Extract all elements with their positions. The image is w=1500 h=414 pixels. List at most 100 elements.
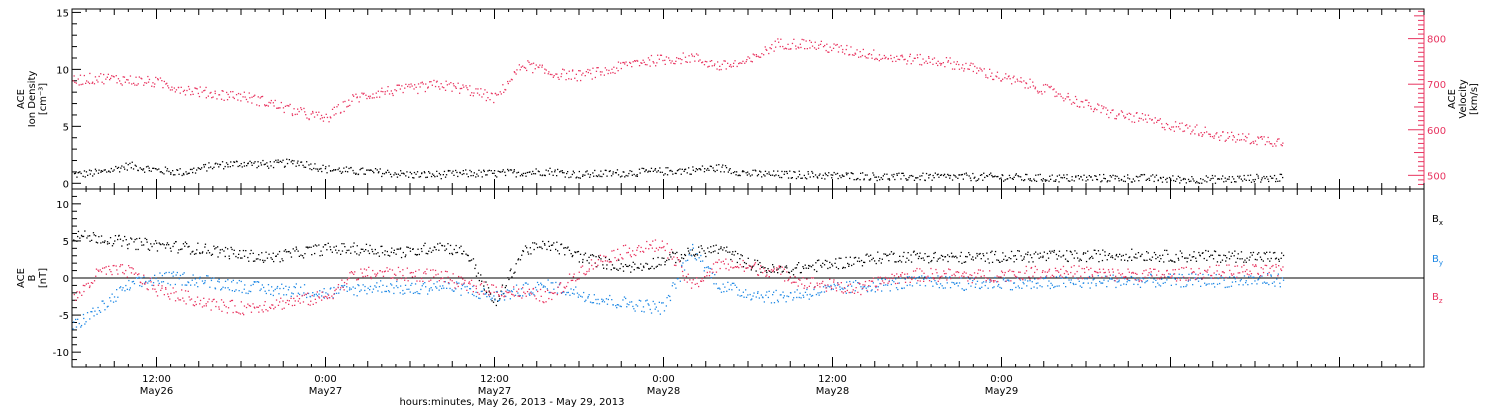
velocity-point (574, 78, 575, 79)
by-point (340, 289, 341, 290)
bx-point (188, 246, 189, 247)
by-point (425, 286, 426, 287)
density-point (120, 168, 121, 169)
velocity-point (1069, 99, 1070, 100)
velocity-point (1198, 135, 1199, 136)
bx-point (434, 247, 435, 248)
by-point (993, 286, 994, 287)
bz-point (507, 292, 508, 293)
density-point (1003, 181, 1004, 182)
bx-point (110, 237, 111, 238)
bx-point (1180, 250, 1181, 251)
by-point (727, 282, 728, 283)
density-point (770, 175, 771, 176)
velocity-point (884, 55, 885, 56)
bz-point (718, 259, 719, 260)
density-point (142, 169, 143, 170)
density-point (440, 174, 441, 175)
bx-point (1040, 256, 1041, 257)
density-point (473, 175, 474, 176)
velocity-point (103, 74, 104, 75)
velocity-point (585, 75, 586, 76)
by-point (615, 305, 616, 306)
velocity-point (795, 45, 796, 46)
bx-point (619, 268, 620, 269)
bz-point (616, 260, 617, 261)
by-point (393, 293, 394, 294)
bx-point (406, 246, 407, 247)
density-point (1249, 180, 1250, 181)
by-point (812, 295, 813, 296)
velocity-point (862, 55, 863, 56)
by-point (1194, 277, 1195, 278)
by-point (278, 293, 279, 294)
velocity-point (155, 77, 156, 78)
density-point (257, 161, 258, 162)
velocity-point (837, 44, 838, 45)
velocity-point (188, 86, 189, 87)
density-point (944, 174, 945, 175)
velocity-point (722, 64, 723, 65)
bx-point (563, 248, 564, 249)
by-point (1071, 279, 1072, 280)
density-point (893, 176, 894, 177)
density-point (432, 173, 433, 174)
bx-point (1222, 260, 1223, 261)
by-point (416, 291, 417, 292)
velocity-point (1097, 103, 1098, 104)
bx-point (1034, 253, 1035, 254)
velocity-point (1158, 120, 1159, 121)
density-point (920, 179, 921, 180)
by-point (1079, 281, 1080, 282)
bz-point (634, 254, 635, 255)
bx-point (165, 247, 166, 248)
by-point (1278, 274, 1279, 275)
velocity-point (1145, 114, 1146, 115)
by-point (1118, 281, 1119, 282)
bx-point (396, 254, 397, 255)
density-point (375, 168, 376, 169)
by-point (939, 287, 940, 288)
by-point (741, 295, 742, 296)
by-point (985, 281, 986, 282)
by-point (396, 285, 397, 286)
velocity-point (473, 95, 474, 96)
by-point (325, 292, 326, 293)
density-point (1279, 180, 1280, 181)
bx-point (449, 253, 450, 254)
bz-point (534, 295, 535, 296)
density-point (84, 170, 85, 171)
density-point (500, 172, 501, 173)
by-point (905, 279, 906, 280)
bz-point (648, 248, 649, 249)
velocity-point (726, 68, 727, 69)
bz-point (295, 300, 296, 301)
density-point (222, 161, 223, 162)
velocity-point (433, 80, 434, 81)
density-point (672, 174, 673, 175)
bz-point (394, 274, 395, 275)
density-point (478, 175, 479, 176)
bx-point (1105, 255, 1106, 256)
density-point (1142, 174, 1143, 175)
velocity-point (407, 86, 408, 87)
velocity-point (1179, 123, 1180, 124)
by-point (809, 299, 810, 300)
density-point (1262, 177, 1263, 178)
by-point (555, 282, 556, 283)
x-tick-label: 12:00 (818, 374, 847, 385)
velocity-point (78, 78, 79, 79)
by-point (739, 289, 740, 290)
density-point (877, 180, 878, 181)
bx-point (285, 249, 286, 250)
bx-point (186, 243, 187, 244)
bx-point (1223, 255, 1224, 256)
velocity-point (1206, 131, 1207, 132)
velocity-point (486, 100, 487, 101)
bx-point (303, 257, 304, 258)
bz-point (645, 248, 646, 249)
velocity-point (466, 87, 467, 88)
bx-point (990, 252, 991, 253)
velocity-point (192, 91, 193, 92)
bz-point (282, 309, 283, 310)
